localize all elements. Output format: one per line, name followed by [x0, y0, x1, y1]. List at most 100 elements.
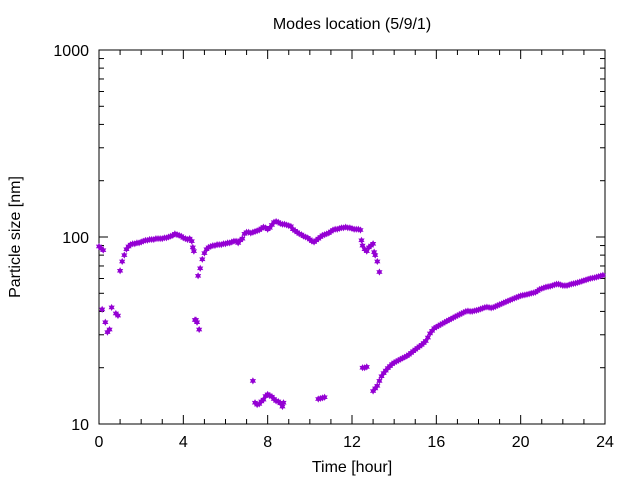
x-axis-label: Time [hour] — [312, 459, 392, 476]
data-point — [142, 236, 149, 244]
data-point — [268, 393, 275, 401]
data-point — [114, 311, 122, 320]
data-point — [213, 241, 221, 249]
data-point — [553, 280, 560, 288]
data-point — [161, 234, 168, 242]
data-point — [599, 271, 607, 279]
x-tick-label: 4 — [179, 434, 188, 451]
data-point — [112, 309, 119, 318]
data-point — [154, 235, 162, 243]
data-point — [102, 318, 109, 326]
y-tick-label: 100 — [62, 230, 89, 247]
data-point — [277, 399, 284, 407]
data-point — [216, 241, 223, 249]
data-point — [359, 364, 366, 372]
data-point — [260, 396, 267, 404]
data-point — [365, 243, 372, 251]
data-point — [196, 325, 203, 334]
data-point — [146, 235, 153, 244]
data-point — [190, 247, 197, 255]
data-point — [380, 369, 387, 377]
data-point — [119, 257, 126, 266]
data-point — [363, 363, 370, 371]
data-point — [194, 272, 202, 280]
data-point — [466, 307, 474, 316]
data-point — [99, 305, 106, 314]
data-point — [106, 325, 113, 334]
data-point — [220, 240, 227, 248]
data-point — [209, 241, 216, 250]
plot-frame — [98, 49, 606, 425]
data-point — [95, 242, 103, 251]
data-point — [152, 235, 160, 243]
data-point — [243, 228, 250, 236]
data-point — [123, 245, 130, 253]
data-point — [100, 246, 107, 254]
x-tick-labels: 0 4 8 12 16 20 24 — [95, 434, 614, 451]
data-point — [97, 244, 105, 252]
y-tick-labels: 10 100 1000 — [53, 43, 89, 434]
data-point — [426, 329, 434, 338]
data-point — [256, 400, 263, 408]
data-point — [280, 399, 287, 407]
data-point — [266, 224, 273, 232]
data-point — [374, 257, 381, 266]
data-point — [235, 239, 242, 247]
data-point — [258, 397, 265, 406]
data-point — [203, 245, 210, 253]
data-point — [367, 241, 375, 250]
data-point — [125, 242, 132, 251]
x-tick-label: 24 — [596, 434, 614, 451]
data-point — [418, 341, 425, 349]
x-tick-label: 16 — [427, 434, 445, 451]
data-point — [239, 235, 246, 243]
data-point — [104, 328, 111, 336]
data-point — [275, 397, 282, 406]
data-point — [224, 239, 231, 247]
data-point — [116, 267, 124, 275]
data-point — [188, 237, 195, 245]
data-point — [359, 241, 366, 250]
data-point — [386, 362, 394, 370]
data-point — [108, 303, 115, 312]
y-tick-label: 1000 — [53, 43, 89, 60]
data-point — [424, 333, 432, 342]
x-tick-label: 20 — [512, 434, 530, 451]
data-point — [422, 337, 429, 345]
data-point — [332, 225, 339, 233]
x-tick-label: 8 — [263, 434, 272, 451]
data-point — [429, 327, 436, 335]
data-point — [358, 236, 365, 244]
data-point — [384, 364, 391, 372]
x-tick-label: 0 — [95, 434, 104, 451]
data-point — [251, 399, 259, 407]
chart-title: Modes location (5/9/1) — [273, 16, 431, 33]
data-point — [129, 240, 136, 248]
data-point — [121, 251, 128, 259]
data-point — [189, 243, 196, 251]
data-point — [279, 220, 286, 228]
data-point — [268, 221, 275, 229]
data-point — [369, 240, 377, 248]
data-point — [249, 377, 257, 385]
data-point — [192, 316, 200, 324]
data-point — [382, 367, 389, 375]
data-point — [420, 339, 427, 347]
data-point — [338, 224, 345, 232]
data-point — [378, 372, 385, 380]
data-point — [230, 237, 238, 245]
data-point — [350, 225, 358, 233]
data-point — [201, 249, 208, 257]
data-point — [361, 245, 368, 253]
x-tick-label: 12 — [343, 434, 361, 451]
data-point — [376, 377, 383, 385]
data-point — [369, 387, 377, 395]
data-point — [372, 251, 379, 259]
y-axis-label: Particle size [nm] — [7, 176, 24, 298]
y-tick-label: 10 — [71, 417, 89, 434]
data-point — [372, 384, 379, 393]
data-point — [374, 382, 381, 390]
data-point — [344, 224, 351, 232]
data-point — [321, 393, 328, 401]
